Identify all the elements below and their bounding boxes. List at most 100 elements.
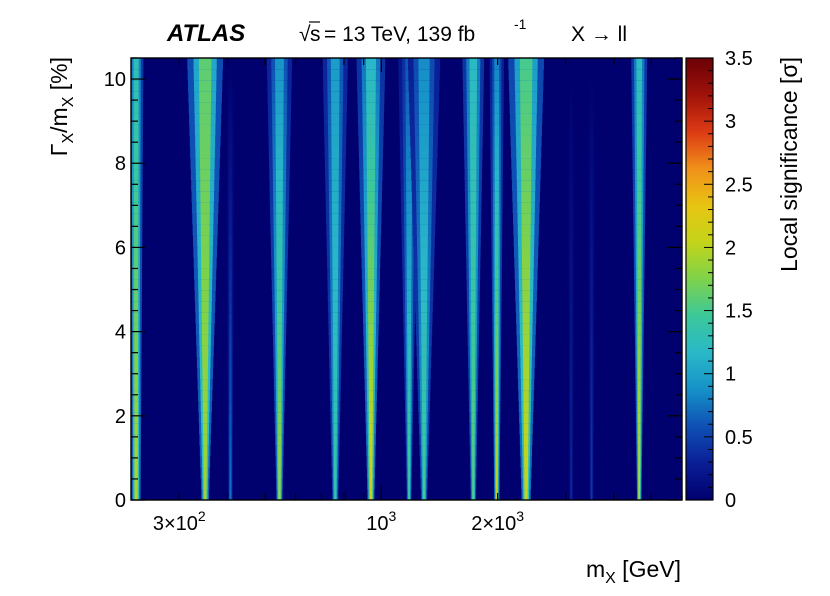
heatmap-cell bbox=[408, 477, 410, 490]
heatmap-cell bbox=[523, 411, 529, 424]
heatmap-cell bbox=[276, 267, 283, 280]
heatmap-cell bbox=[406, 256, 412, 269]
x-axis-title: mX [GeV] bbox=[586, 556, 681, 587]
heatmap-cell bbox=[522, 312, 530, 324]
heatmap-cell bbox=[470, 267, 476, 280]
heatmap-cell bbox=[495, 477, 498, 490]
heatmap-cell bbox=[203, 455, 207, 468]
heatmap-cell bbox=[570, 411, 572, 424]
heatmap-cell bbox=[590, 245, 593, 258]
heatmap-cell bbox=[202, 356, 209, 368]
heatmap-cell bbox=[199, 102, 211, 114]
heatmap-cell bbox=[275, 124, 284, 136]
heatmap-cell bbox=[523, 422, 529, 435]
heatmap-cell bbox=[199, 146, 211, 159]
heatmap-cell bbox=[520, 91, 533, 103]
heatmap-cell bbox=[495, 411, 499, 424]
y-axis-title: ΓX/mX [%] bbox=[46, 57, 77, 156]
heatmap-cell bbox=[408, 455, 411, 468]
heatmap-cell bbox=[422, 466, 426, 479]
heatmap-cell bbox=[420, 256, 428, 269]
heatmap-cell bbox=[494, 190, 499, 203]
process-label: X → ll bbox=[571, 23, 627, 46]
heatmap-cell bbox=[419, 190, 429, 203]
heatmap-cell bbox=[471, 356, 476, 368]
heatmap-cell bbox=[419, 179, 429, 192]
heatmap-cell bbox=[333, 444, 337, 457]
heatmap-cell bbox=[332, 323, 338, 335]
heatmap-cell bbox=[570, 256, 573, 269]
heatmap-cell bbox=[333, 356, 338, 368]
heatmap-cell bbox=[201, 312, 209, 324]
heatmap-cell bbox=[278, 477, 281, 490]
heatmap-cell bbox=[520, 135, 532, 147]
heatmap-cell bbox=[494, 212, 499, 225]
sqrt-s-label: s bbox=[310, 23, 321, 46]
heatmap-cell bbox=[200, 201, 210, 214]
colorbar-tick-label: 1 bbox=[725, 364, 736, 386]
heatmap-cell bbox=[229, 323, 232, 335]
heatmap-cell bbox=[495, 290, 499, 302]
heatmap-cell bbox=[471, 433, 475, 446]
heatmap-cell bbox=[422, 400, 427, 413]
heatmap-cell bbox=[421, 356, 427, 368]
heatmap-cell bbox=[134, 290, 139, 302]
heatmap-cell bbox=[229, 135, 232, 147]
heatmap-cell bbox=[570, 488, 572, 500]
heatmap-cell bbox=[366, 124, 376, 136]
heatmap-cell bbox=[406, 212, 412, 225]
heatmap-cell bbox=[408, 466, 411, 479]
heatmap-cell bbox=[522, 256, 531, 269]
heatmap-cell bbox=[638, 433, 641, 446]
heatmap-cell bbox=[366, 102, 376, 114]
heatmap-cell bbox=[470, 190, 477, 203]
heatmap-cell bbox=[229, 455, 232, 468]
heatmap-cell bbox=[200, 179, 211, 192]
heatmap-cell bbox=[229, 256, 232, 269]
heatmap-cell bbox=[366, 80, 376, 92]
heatmap-cell bbox=[201, 245, 210, 258]
heatmap-cell bbox=[229, 279, 232, 291]
heatmap-cell bbox=[570, 290, 573, 302]
heatmap-cell bbox=[494, 245, 499, 258]
heatmap-cell bbox=[495, 334, 499, 346]
heatmap-cell bbox=[590, 190, 593, 203]
heatmap-cell bbox=[523, 389, 529, 402]
heatmap-cell bbox=[522, 279, 531, 291]
heatmap-cell bbox=[521, 234, 531, 247]
heatmap-cell bbox=[331, 80, 340, 92]
heatmap-cell bbox=[590, 124, 593, 136]
heatmap-cell bbox=[367, 290, 374, 302]
heatmap-cell bbox=[202, 389, 208, 402]
heatmap-cell bbox=[590, 433, 593, 446]
heatmap-cell bbox=[199, 91, 212, 103]
heatmap-cell bbox=[134, 433, 138, 446]
heatmap-cell bbox=[419, 124, 429, 136]
heatmap-cell bbox=[570, 422, 572, 435]
heatmap-cell bbox=[133, 168, 139, 181]
heatmap-cell bbox=[229, 80, 232, 92]
heatmap-cell bbox=[521, 223, 531, 236]
heatmap-cell bbox=[637, 223, 642, 236]
heatmap-cell bbox=[523, 356, 530, 368]
heatmap-cell bbox=[201, 290, 209, 302]
heatmap-cell bbox=[333, 389, 338, 402]
heatmap-cell bbox=[229, 400, 232, 413]
heatmap-cell bbox=[471, 422, 475, 435]
heatmap-cell bbox=[421, 389, 427, 402]
heatmap-cell bbox=[229, 389, 232, 402]
heatmap-cell bbox=[570, 378, 572, 391]
heatmap-cell bbox=[472, 466, 475, 479]
heatmap-cell bbox=[570, 168, 573, 181]
heatmap-cell bbox=[637, 301, 641, 313]
heatmap-cell bbox=[333, 400, 338, 413]
heatmap-cell bbox=[332, 301, 338, 313]
heatmap-cell bbox=[229, 345, 232, 357]
y-tick-label: 6 bbox=[115, 237, 126, 259]
heatmap-cell bbox=[637, 334, 641, 346]
heatmap-cell bbox=[331, 179, 339, 192]
heatmap-cell bbox=[570, 455, 572, 468]
heatmap-cell bbox=[406, 267, 412, 280]
heatmap-cell bbox=[275, 146, 284, 159]
heatmap-cell bbox=[133, 124, 139, 136]
